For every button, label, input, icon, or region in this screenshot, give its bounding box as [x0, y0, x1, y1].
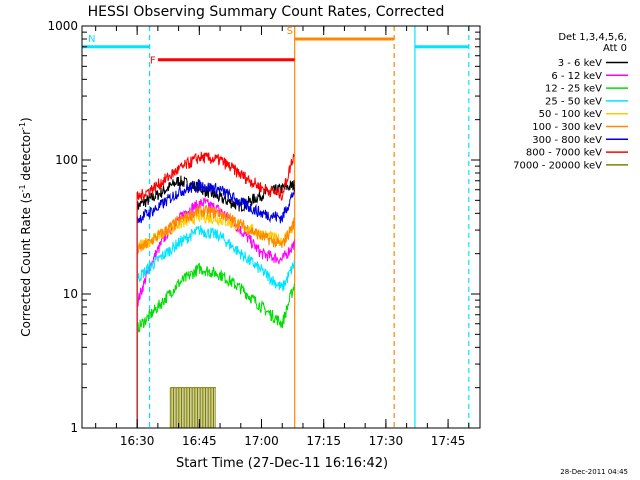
legend-label-4: 50 - 100 keV [539, 109, 603, 120]
legend-label-3: 25 - 50 keV [545, 96, 602, 107]
x-tick-label-5: 17:45 [431, 434, 466, 448]
plot-frame [81, 25, 481, 429]
legend-label-7: 800 - 7000 keV [526, 148, 602, 159]
x-tick-label-3: 17:15 [306, 434, 341, 448]
legend-label-8: 7000 - 20000 keV [513, 160, 602, 171]
axes-layer: 1 10 100 1000 16:30 16:45 17:00 17:15 17:30 17:45 [47, 19, 480, 448]
series-line-2 [136, 262, 295, 428]
y-tick-label-2: 100 [55, 153, 78, 167]
flag-label-s: S [287, 26, 293, 37]
legend-label-0: 3 - 6 keV [558, 58, 602, 69]
chart-title: HESSI Observing Summary Count Rates, Cor… [88, 4, 445, 20]
legend-label-6: 300 - 800 keV [532, 135, 602, 146]
series-line-5 [136, 204, 295, 428]
legend-label-2: 12 - 25 keV [545, 84, 602, 95]
legend-header-detectors: Det 1,3,4,5,6, [558, 32, 627, 43]
footer-timestamp: 28-Dec-2011 04:45 [560, 468, 628, 476]
series-line-3 [136, 225, 295, 428]
x-tick-label-1: 16:45 [182, 434, 217, 448]
legend: Det 1,3,4,5,6, Att 0 3 - 6 keV 6 - 12 keV… [513, 32, 628, 171]
y-axis-label: Corrected Count Rate (s-1 detector-1) [18, 117, 33, 336]
y-tick-label-1: 10 [63, 287, 78, 301]
x-tick-label-0: 16:30 [120, 434, 155, 448]
series-line-8 [169, 387, 216, 428]
flag-label-f: F [150, 56, 156, 67]
legend-label-1: 6 - 12 keV [551, 71, 602, 82]
x-tick-label-4: 17:30 [369, 434, 404, 448]
y-tick-label-3: 1000 [47, 19, 78, 33]
data-layer: N F S [82, 26, 470, 428]
series-line-7 [136, 151, 295, 428]
y-tick-label-0: 1 [70, 421, 78, 435]
flag-label-n: N [88, 34, 95, 45]
legend-label-5: 100 - 300 keV [532, 122, 602, 133]
legend-header-attenuator: Att 0 [603, 43, 627, 54]
x-tick-label-2: 17:00 [244, 434, 279, 448]
series-line-6 [136, 178, 295, 428]
x-axis-label: Start Time (27-Dec-11 16:16:42) [176, 456, 388, 471]
